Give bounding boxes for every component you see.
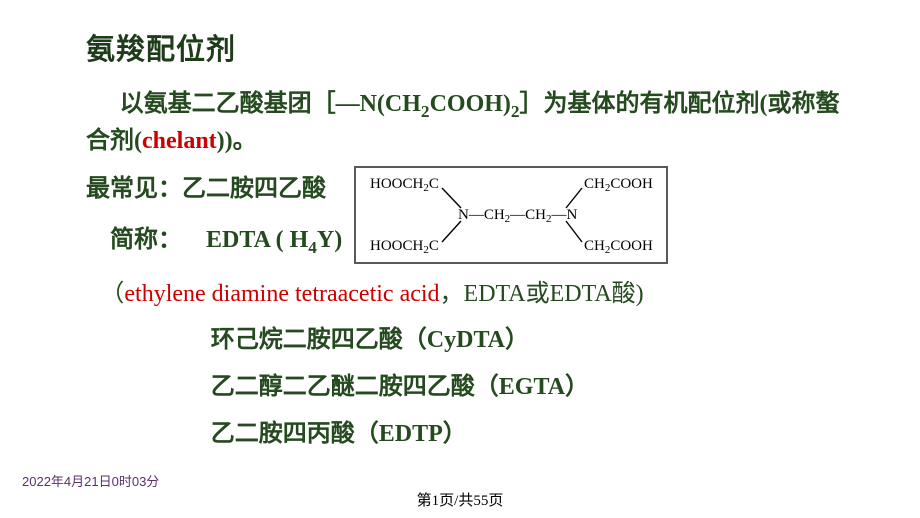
diag-center: N—CH2—CH2—N [458, 207, 578, 225]
p3-abbr-sub: 4 [308, 238, 317, 257]
p3-label: 简称： [110, 227, 182, 253]
left-column: 最常见：乙二胺四乙酸 简称： EDTA ( H4Y) [86, 171, 342, 259]
p1-a: 以氨基二乙酸基团［—N(CH [120, 91, 421, 117]
p1-d: ))。 [217, 128, 257, 154]
p4-en: ethylene diamine tetraacetic acid [124, 281, 439, 307]
p2-name: 乙二胺四乙酸 [182, 176, 326, 202]
row-diagram: 最常见：乙二胺四乙酸 简称： EDTA ( H4Y) HOOCH2C HOOCH… [86, 166, 850, 264]
p1-chelant: chelant [142, 128, 217, 154]
timestamp: 2022年4月21日0时03分 [22, 471, 159, 490]
page-number: 第1页/共55页 [0, 489, 920, 510]
diag-bl: HOOCH2C [370, 238, 439, 254]
list-item-1: 环己烷二胺四乙酸（CyDTA） [86, 322, 850, 359]
paragraph-1: 以氨基二乙酸基团［—N(CH2COOH)2］为基体的有机配位剂(或称螯合剂(ch… [86, 86, 850, 160]
paragraph-4: （ethylene diamine tetraacetic acid，EDTA或… [86, 276, 850, 313]
diag-br: CH2COOH [584, 238, 653, 254]
compound-list: 环己烷二胺四乙酸（CyDTA） 乙二醇二乙醚二胺四乙酸（EGTA） 乙二胺四丙酸… [86, 322, 850, 454]
p1-b: COOH) [430, 91, 511, 117]
list-item-3: 乙二胺四丙酸（EDTP） [86, 416, 850, 453]
p3-gap [182, 227, 206, 253]
slide-title: 氨羧配位剂 [86, 26, 850, 68]
p4-rest: ，EDTA或EDTA酸) [440, 281, 644, 307]
list-item-2: 乙二醇二乙醚二胺四乙酸（EGTA） [86, 369, 850, 406]
slide: 氨羧配位剂 以氨基二乙酸基团［—N(CH2COOH)2］为基体的有机配位剂(或称… [0, 0, 920, 518]
p3-abbr-b: Y) [317, 227, 342, 253]
p4-open: （ [100, 281, 124, 307]
p1-sub2: 2 [511, 102, 520, 121]
p3-abbr-a: EDTA ( H [206, 227, 308, 253]
paragraph-3: 简称： EDTA ( H4Y) [86, 222, 342, 259]
paragraph-2: 最常见：乙二胺四乙酸 [86, 171, 342, 208]
p2-label: 最常见： [86, 176, 182, 202]
diag-tr: CH2COOH [584, 176, 653, 194]
edta-structure-diagram: HOOCH2C HOOCH2C CH2COOH CH2COOH N—CH2—CH… [354, 166, 668, 264]
diag-tl: HOOCH2C [370, 176, 439, 194]
p1-sub1: 2 [421, 102, 430, 121]
